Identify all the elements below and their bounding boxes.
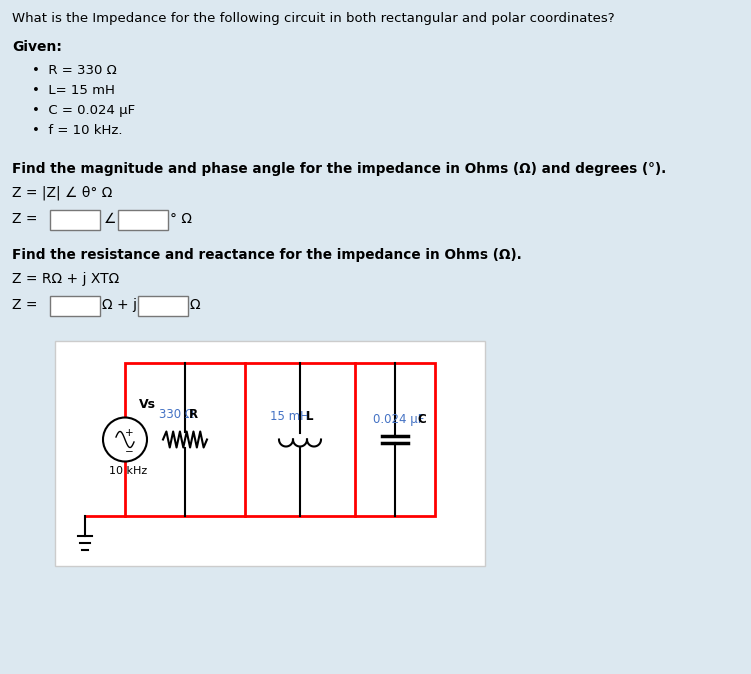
Text: Find the resistance and reactance for the impedance in Ohms (Ω).: Find the resistance and reactance for th… [12,248,522,262]
Text: ° Ω: ° Ω [170,212,192,226]
Text: •  L= 15 mH: • L= 15 mH [32,84,115,97]
Text: Ω: Ω [190,298,201,312]
Text: •  C = 0.024 μF: • C = 0.024 μF [32,104,135,117]
Text: +: + [125,429,134,439]
Text: 0.024 μF: 0.024 μF [373,413,424,426]
Text: Ω + j: Ω + j [102,298,137,312]
Text: −: − [125,446,134,456]
Text: •  R = 330 Ω: • R = 330 Ω [32,64,116,77]
Text: Z = |Z| ∠ θ° Ω: Z = |Z| ∠ θ° Ω [12,186,113,200]
Text: 330 Ω: 330 Ω [159,408,194,421]
Text: Z = RΩ + j XTΩ: Z = RΩ + j XTΩ [12,272,119,286]
Text: •  f = 10 kHz.: • f = 10 kHz. [32,124,122,137]
Bar [50,210,100,230]
Text: What is the Impedance for the following circuit in both rectangular and polar co: What is the Impedance for the following … [12,12,614,25]
Text: Z =: Z = [12,212,42,226]
Text: C: C [417,413,426,426]
Bar [50,296,100,316]
Text: Find the magnitude and phase angle for the impedance in Ohms (Ω) and degrees (°): Find the magnitude and phase angle for t… [12,162,666,176]
Bar [55,341,485,566]
Circle shape [103,417,147,462]
Text: R: R [189,408,198,421]
Text: Vs: Vs [139,398,156,412]
Text: 10 kHz: 10 kHz [109,466,147,475]
Bar [125,363,435,516]
Bar [138,296,188,316]
Text: L: L [306,410,313,423]
Text: Z =: Z = [12,298,42,312]
Text: 15 mH: 15 mH [270,410,309,423]
Text: ∠: ∠ [104,212,116,226]
Text: Given:: Given: [12,40,62,54]
Bar [118,210,168,230]
